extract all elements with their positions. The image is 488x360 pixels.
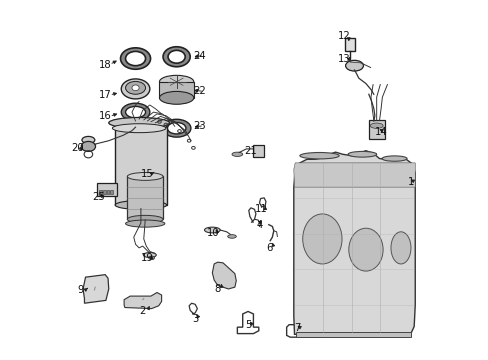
Ellipse shape [347, 152, 376, 157]
Ellipse shape [348, 228, 382, 271]
Bar [99, 190, 102, 194]
Polygon shape [293, 151, 414, 334]
Ellipse shape [121, 48, 150, 69]
Bar [253, 145, 264, 157]
Bar [127, 176, 163, 219]
Text: 25: 25 [92, 192, 105, 202]
Ellipse shape [167, 122, 185, 134]
Ellipse shape [163, 47, 190, 67]
Bar [296, 332, 410, 337]
Text: 5: 5 [244, 320, 251, 330]
Text: 17: 17 [99, 90, 111, 100]
Ellipse shape [390, 232, 410, 264]
Ellipse shape [162, 119, 190, 137]
Text: 14: 14 [374, 127, 386, 137]
Ellipse shape [132, 85, 139, 91]
Ellipse shape [121, 103, 149, 121]
FancyBboxPatch shape [97, 183, 116, 196]
Polygon shape [83, 275, 108, 303]
Ellipse shape [125, 51, 145, 66]
Text: 9: 9 [78, 285, 84, 295]
Ellipse shape [159, 75, 193, 88]
Text: 10: 10 [206, 228, 219, 238]
Ellipse shape [204, 227, 220, 233]
Text: 22: 22 [193, 86, 206, 96]
Text: 24: 24 [193, 51, 206, 61]
Bar [115, 126, 166, 205]
Bar [106, 190, 109, 194]
Ellipse shape [125, 220, 164, 227]
Text: 3: 3 [192, 314, 198, 324]
Ellipse shape [231, 152, 242, 157]
Polygon shape [293, 163, 414, 187]
Polygon shape [124, 293, 162, 309]
Text: 12: 12 [338, 31, 350, 41]
Text: 1: 1 [407, 177, 413, 187]
Ellipse shape [345, 60, 363, 71]
Text: 8: 8 [214, 284, 221, 294]
Ellipse shape [143, 252, 156, 257]
Ellipse shape [108, 117, 169, 128]
Bar [103, 190, 106, 194]
Text: 6: 6 [266, 243, 272, 253]
Text: 19: 19 [141, 253, 153, 263]
Text: 2: 2 [139, 306, 145, 316]
Ellipse shape [299, 153, 339, 159]
Bar [159, 82, 193, 98]
Ellipse shape [227, 235, 236, 238]
Text: 16: 16 [99, 111, 111, 121]
Ellipse shape [369, 123, 382, 129]
Ellipse shape [81, 141, 95, 152]
Ellipse shape [302, 214, 341, 264]
Ellipse shape [125, 107, 145, 118]
Ellipse shape [121, 79, 149, 99]
Polygon shape [212, 262, 236, 289]
Bar [110, 190, 113, 194]
Ellipse shape [159, 91, 193, 104]
Ellipse shape [381, 156, 406, 161]
Bar [344, 38, 354, 51]
Ellipse shape [115, 201, 166, 210]
Ellipse shape [115, 121, 166, 132]
Text: 23: 23 [193, 121, 206, 131]
Text: 20: 20 [71, 143, 83, 153]
Text: 11: 11 [254, 204, 267, 214]
Ellipse shape [112, 124, 165, 133]
Ellipse shape [127, 172, 163, 180]
Text: 15: 15 [141, 168, 153, 179]
Ellipse shape [82, 136, 95, 144]
Ellipse shape [127, 215, 163, 223]
Text: 7: 7 [294, 323, 300, 333]
Text: 21: 21 [244, 147, 257, 157]
Ellipse shape [125, 81, 145, 94]
Bar [368, 120, 384, 139]
Ellipse shape [168, 50, 185, 63]
Text: 13: 13 [338, 54, 350, 64]
Ellipse shape [148, 256, 154, 260]
Text: 4: 4 [256, 220, 262, 230]
Text: 18: 18 [99, 60, 111, 69]
